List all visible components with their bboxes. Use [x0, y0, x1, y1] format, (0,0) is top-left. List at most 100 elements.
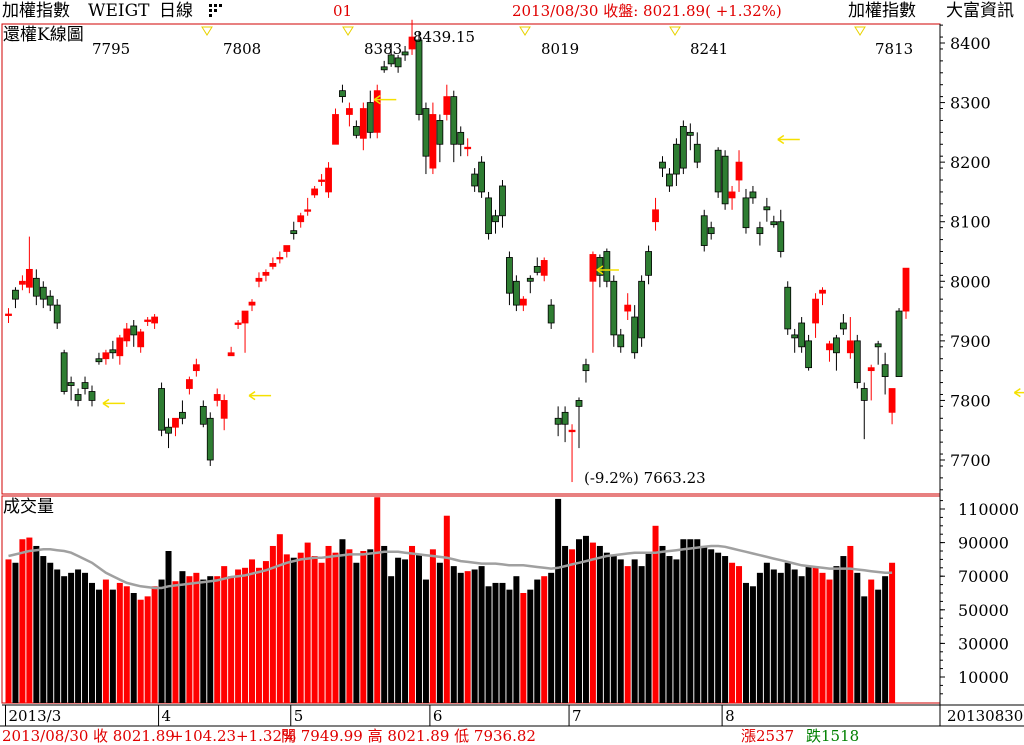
- candle-body: [359, 108, 367, 139]
- candle-body: [213, 394, 221, 401]
- volume-bar: [708, 549, 715, 703]
- volume-bar: [854, 572, 861, 703]
- volume-bar: [826, 579, 833, 703]
- candle-body: [881, 364, 889, 377]
- candle-body: [67, 382, 75, 386]
- volume-bar: [875, 589, 882, 703]
- volume-bar: [541, 576, 548, 703]
- candle-body: [617, 334, 625, 348]
- volume-bar: [513, 576, 520, 703]
- volume-bar: [395, 557, 402, 703]
- candle-body: [728, 191, 736, 199]
- footer-down-count: 跌1518: [806, 727, 860, 745]
- volume-bar: [478, 566, 485, 703]
- volume-bar: [54, 569, 61, 703]
- volume-bar: [652, 525, 659, 703]
- candle-body: [805, 340, 812, 369]
- volume-bar: [33, 545, 40, 703]
- volume-bar: [429, 549, 436, 703]
- candle-body: [902, 267, 910, 312]
- candle-body: [860, 388, 868, 401]
- candle-body: [540, 260, 548, 276]
- candle-body: [652, 209, 659, 223]
- candle-body: [32, 277, 40, 297]
- volume-bar: [374, 497, 381, 703]
- volume-bar: [47, 562, 54, 703]
- volume-bar: [499, 582, 506, 703]
- candle-body: [130, 325, 138, 336]
- volume-bar: [276, 534, 283, 703]
- volume-bar: [582, 535, 589, 703]
- volume-bar: [26, 537, 33, 703]
- candle-body: [394, 57, 402, 68]
- footer-ohl: 開 7949.99 高 8021.89 低 7936.82: [281, 727, 536, 745]
- candle-body: [290, 230, 298, 235]
- candle-body: [666, 173, 673, 187]
- volume-bar: [130, 593, 137, 703]
- volume-tick-label: 90000: [958, 534, 1009, 553]
- brand-label: 大富資訊: [946, 1, 1014, 21]
- volume-bar: [214, 576, 221, 703]
- right-date-label: 20130830: [947, 707, 1023, 725]
- volume-bar: [562, 545, 569, 703]
- candle-body: [304, 209, 312, 212]
- volume-bar: [144, 596, 151, 703]
- candle-body: [791, 334, 799, 339]
- top-marker: [854, 26, 866, 36]
- volume-bar: [339, 539, 346, 703]
- candle-body: [325, 167, 332, 193]
- volume-bar: [436, 562, 443, 703]
- volume-bar: [527, 589, 534, 703]
- annotation-7795: 7795: [92, 40, 131, 58]
- volume-bar: [805, 566, 812, 703]
- volume-bar: [617, 559, 624, 703]
- volume-bar: [165, 551, 172, 703]
- grid-menu-icon[interactable]: [209, 4, 223, 18]
- volume-bar: [332, 552, 339, 703]
- candle-body: [192, 364, 200, 372]
- candle-body: [812, 298, 819, 324]
- candle-body: [582, 364, 590, 372]
- volume-tick-label: 10000: [958, 668, 1009, 687]
- marker-label: 01: [333, 2, 353, 20]
- candle-body: [339, 90, 346, 98]
- top-marker: [342, 26, 354, 36]
- volume-bar: [889, 562, 896, 703]
- candle-body: [102, 352, 110, 360]
- candle-body: [506, 257, 513, 294]
- volume-tick-label: 70000: [958, 567, 1009, 586]
- candle-body: [199, 405, 207, 425]
- volume-bar: [450, 566, 457, 703]
- volume-bar: [249, 559, 256, 703]
- volume-bar: [262, 561, 269, 703]
- footer-close: 收 8021.89: [93, 727, 175, 745]
- volume-bar: [534, 579, 541, 703]
- candle-body: [512, 280, 520, 306]
- candle-body: [450, 96, 458, 145]
- volume-bar: [770, 569, 777, 703]
- candle-body: [206, 417, 214, 461]
- candle-body: [172, 417, 179, 428]
- volume-bar: [409, 545, 416, 703]
- candle-body: [5, 313, 12, 316]
- candle-body: [721, 155, 729, 205]
- period-selector[interactable]: 日線: [159, 1, 193, 21]
- candle-body: [19, 280, 26, 285]
- footer-change: +104.23+1.32%: [171, 727, 297, 745]
- volume-bar: [791, 569, 798, 703]
- volume-bar: [492, 582, 499, 703]
- candle-body: [179, 411, 186, 419]
- volume-title: 成交量: [3, 497, 54, 517]
- candle-body: [366, 102, 374, 133]
- candle-body: [443, 96, 451, 115]
- candle-body: [332, 114, 339, 145]
- candle-body: [519, 298, 527, 306]
- volume-bar: [12, 562, 19, 703]
- candle-body: [241, 310, 249, 324]
- volume-bar: [82, 572, 89, 703]
- candle-body: [777, 221, 785, 252]
- candle-body: [735, 161, 743, 181]
- candle-body: [422, 108, 430, 157]
- volume-bar: [861, 596, 868, 703]
